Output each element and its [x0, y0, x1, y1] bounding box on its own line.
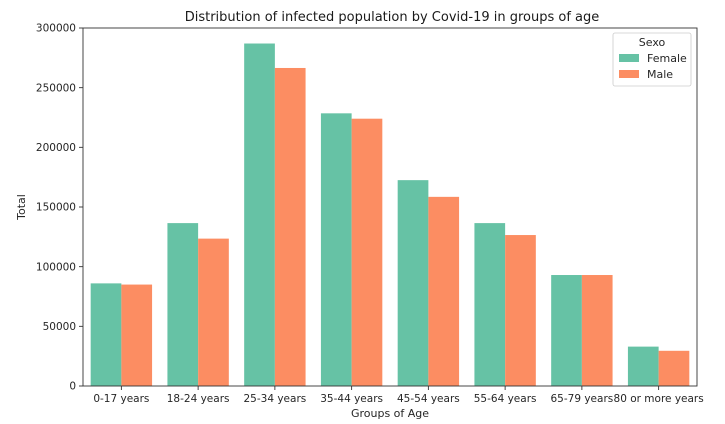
x-tick-label: 80 or more years — [614, 393, 704, 405]
legend-title: Sexo — [639, 36, 666, 49]
x-axis: 0-17 years 18-24 years 25-34 years 35-44 ye… — [93, 386, 704, 405]
bar-male-5 — [505, 235, 536, 386]
y-tick-label: 250000 — [36, 82, 76, 94]
bar-male-2 — [274, 67, 306, 386]
x-tick-label: 65-79 years — [551, 393, 614, 405]
bar-female-7 — [627, 346, 659, 386]
bar-male-3 — [351, 118, 383, 387]
y-axis: 0 50000 100000 150000 200000 250000 300000 — [36, 23, 83, 393]
y-tick-label: 0 — [69, 381, 76, 393]
bar-female-2 — [244, 43, 275, 386]
bars-layer — [90, 43, 690, 387]
legend-label-female: Female — [647, 52, 687, 65]
y-tick-label: 50000 — [43, 321, 76, 333]
bar-male-1 — [198, 238, 229, 386]
bar-female-4 — [397, 180, 429, 386]
y-tick-label: 150000 — [36, 202, 76, 214]
bar-male-4 — [428, 196, 460, 386]
x-tick-label: 0-17 years — [93, 393, 149, 405]
x-tick-label: 18-24 years — [167, 393, 230, 405]
x-tick-label: 45-54 years — [397, 393, 460, 405]
x-tick-label: 25-34 years — [244, 393, 307, 405]
plot-frame — [82, 27, 698, 387]
bar-female-3 — [320, 113, 352, 386]
bar-female-5 — [474, 223, 506, 386]
legend: Sexo Female Male — [612, 32, 692, 87]
bar-female-1 — [167, 223, 199, 386]
chart-title: Distribution of infected population by C… — [185, 10, 600, 25]
bar-female-0 — [90, 283, 122, 386]
legend-swatch-female — [619, 54, 639, 62]
bar-male-6 — [581, 275, 613, 386]
legend-swatch-male — [619, 70, 639, 78]
y-tick-label: 100000 — [36, 261, 76, 273]
legend-label-male: Male — [647, 68, 673, 81]
bar-male-7 — [658, 350, 690, 386]
x-tick-label: 35-44 years — [320, 393, 383, 405]
y-axis-title: Total — [15, 194, 28, 221]
legend-items: Female Male — [619, 52, 687, 81]
x-tick-label: 55-64 years — [474, 393, 537, 405]
y-tick-label: 300000 — [36, 23, 76, 35]
x-axis-title: Groups of Age — [351, 407, 429, 420]
bar-female-6 — [551, 275, 582, 386]
y-tick-label: 200000 — [36, 142, 76, 154]
bar-male-0 — [121, 284, 153, 386]
